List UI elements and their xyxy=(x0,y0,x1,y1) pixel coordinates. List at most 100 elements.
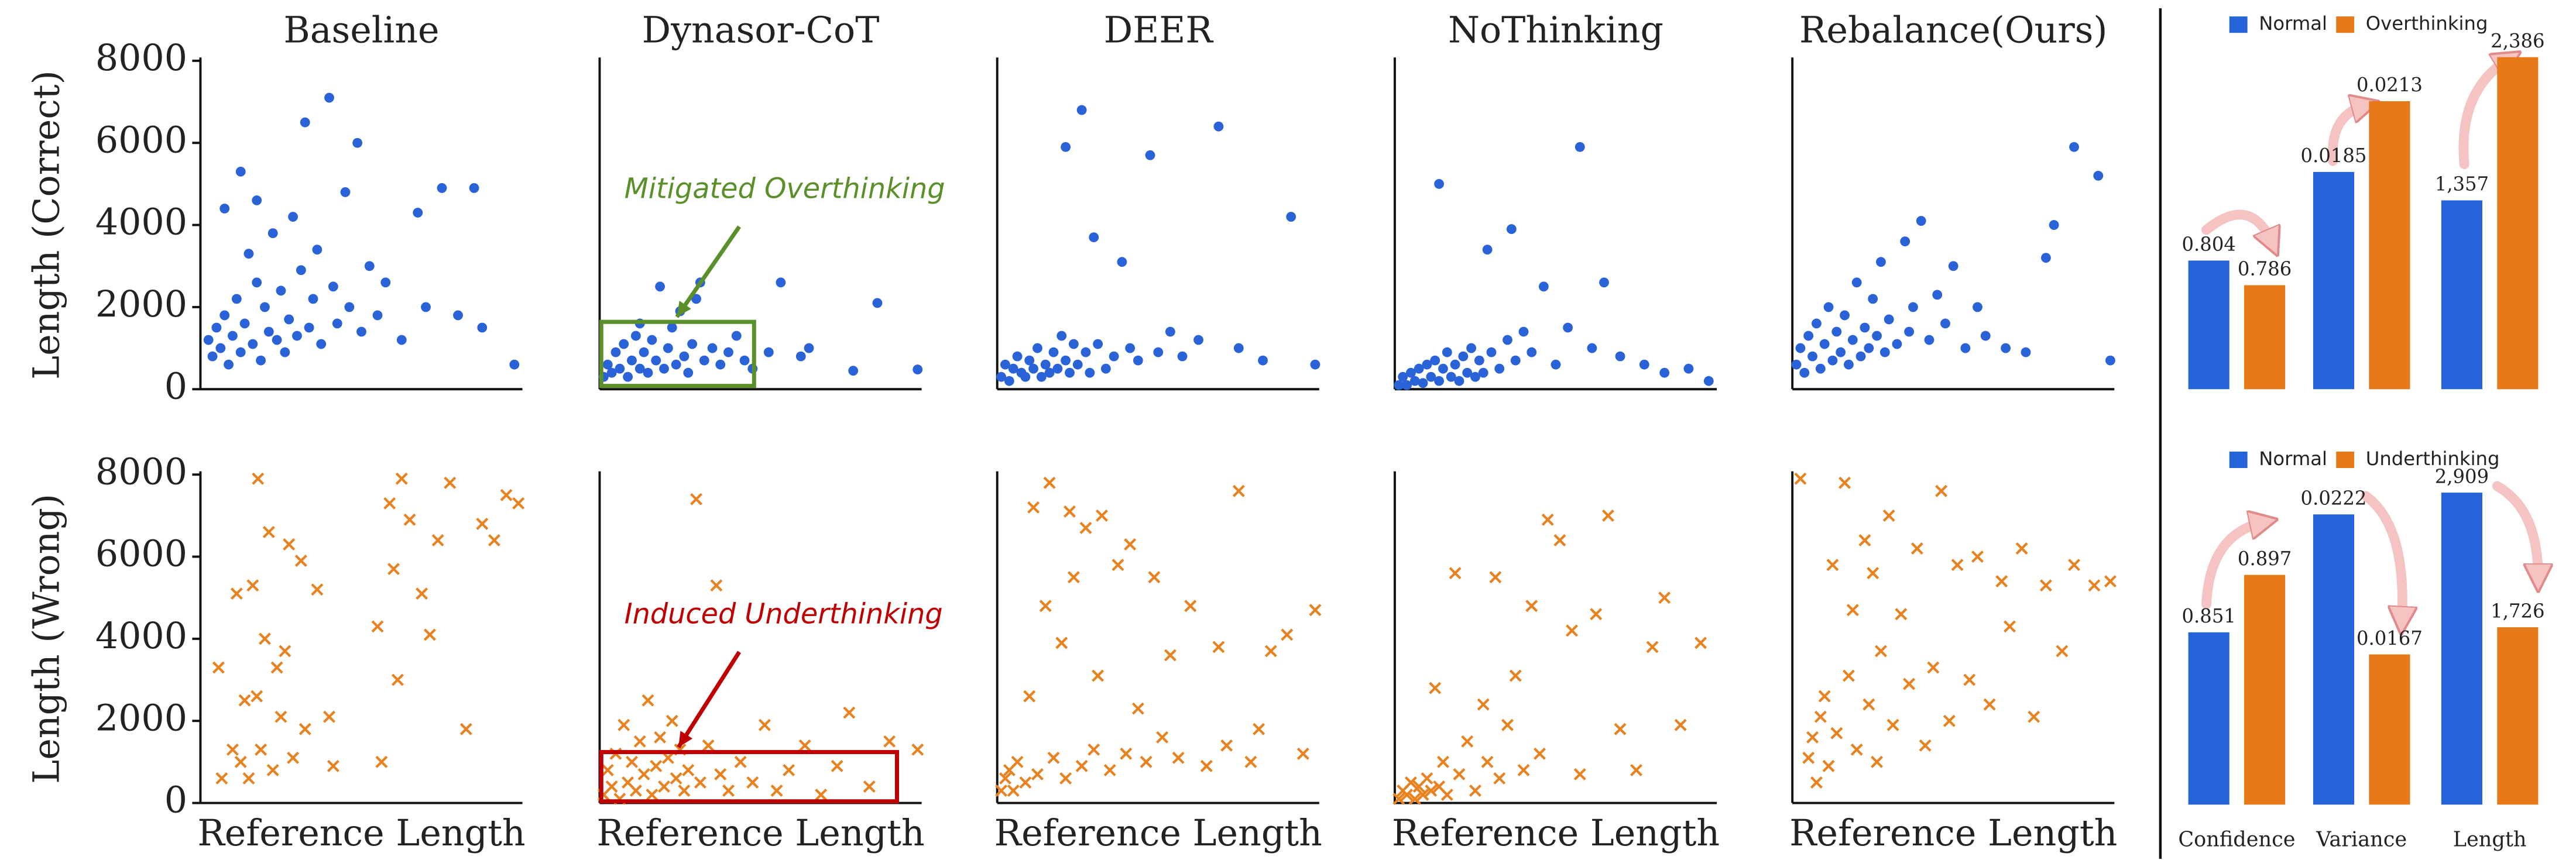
point xyxy=(1703,376,1714,386)
value-label: 1,726 xyxy=(2491,600,2544,622)
point xyxy=(1184,600,1197,613)
point xyxy=(2088,579,2101,592)
point xyxy=(1916,216,1926,226)
value-label: 0.0213 xyxy=(2357,74,2423,96)
point xyxy=(1509,669,1522,682)
point xyxy=(1422,359,1432,370)
point xyxy=(1935,484,1948,497)
point xyxy=(323,710,335,723)
point xyxy=(476,517,489,530)
x-axis-label: Reference Length xyxy=(596,812,924,854)
point xyxy=(1401,789,1414,801)
point xyxy=(1012,351,1023,362)
point xyxy=(630,331,641,341)
point xyxy=(1052,363,1063,374)
point xyxy=(1047,751,1060,764)
legend-label: Underthinking xyxy=(2366,448,2500,470)
point xyxy=(280,347,290,357)
point xyxy=(1541,513,1554,526)
point xyxy=(1092,669,1105,682)
point xyxy=(219,204,230,214)
legend-swatch xyxy=(2229,16,2248,33)
point xyxy=(1462,367,1473,378)
point xyxy=(1895,608,1908,621)
point xyxy=(2105,355,2115,366)
point xyxy=(1436,755,1449,768)
bar xyxy=(2441,493,2483,805)
point xyxy=(758,718,771,731)
point xyxy=(1233,343,1244,353)
point xyxy=(1963,673,1976,686)
point xyxy=(1822,759,1835,772)
point xyxy=(328,281,338,292)
point xyxy=(1007,785,1020,797)
point xyxy=(1220,739,1233,752)
point xyxy=(1983,698,1996,711)
point xyxy=(1517,763,1530,776)
point xyxy=(267,228,278,239)
bar xyxy=(2188,632,2229,805)
point xyxy=(2001,343,2011,353)
point xyxy=(770,785,783,797)
point xyxy=(1506,224,1517,235)
point xyxy=(1027,501,1040,514)
point xyxy=(219,310,230,321)
y-tick-label: 0 xyxy=(164,779,187,821)
category-label: Length xyxy=(2453,828,2527,852)
point xyxy=(276,285,286,296)
point xyxy=(1109,351,1119,362)
point xyxy=(292,331,302,341)
point xyxy=(332,318,342,329)
point xyxy=(228,331,238,341)
point xyxy=(626,755,638,768)
point xyxy=(258,632,271,645)
point xyxy=(1630,763,1643,776)
point xyxy=(1810,776,1823,789)
point xyxy=(380,277,391,288)
point xyxy=(383,497,396,510)
point xyxy=(602,359,613,370)
point xyxy=(1416,789,1429,801)
point xyxy=(1120,747,1133,760)
point xyxy=(512,497,525,510)
point xyxy=(1059,772,1072,785)
point xyxy=(663,343,673,353)
point xyxy=(831,759,843,772)
point xyxy=(1795,343,1806,353)
point xyxy=(1088,743,1100,756)
value-label: 1,357 xyxy=(2435,173,2489,195)
point xyxy=(1871,755,1884,768)
point xyxy=(783,763,795,776)
point xyxy=(639,347,649,357)
point xyxy=(1004,376,1014,386)
point xyxy=(776,277,786,288)
point xyxy=(1454,376,1464,386)
point xyxy=(1943,714,1956,727)
point xyxy=(699,355,709,366)
point xyxy=(1172,751,1185,764)
point xyxy=(327,759,339,772)
point xyxy=(1470,371,1480,382)
point xyxy=(1639,359,1649,370)
point xyxy=(1674,718,1687,731)
value-label: 0.0167 xyxy=(2357,627,2423,649)
point xyxy=(1826,559,1839,572)
trend-arrow xyxy=(2458,59,2509,170)
point xyxy=(1404,776,1417,789)
value-label: 0.897 xyxy=(2238,548,2292,570)
point xyxy=(1244,755,1257,768)
point xyxy=(1264,645,1277,658)
point xyxy=(1453,768,1466,780)
point xyxy=(270,661,283,674)
point xyxy=(1910,542,1923,555)
point xyxy=(1846,604,1859,617)
value-label: 0.786 xyxy=(2238,258,2292,280)
point xyxy=(1900,236,1910,247)
point xyxy=(679,351,690,362)
point xyxy=(296,265,306,276)
legend-label: Overthinking xyxy=(2366,12,2488,35)
point xyxy=(691,294,701,304)
point xyxy=(1868,294,1878,304)
point xyxy=(1019,776,1032,789)
point xyxy=(1527,347,1537,357)
